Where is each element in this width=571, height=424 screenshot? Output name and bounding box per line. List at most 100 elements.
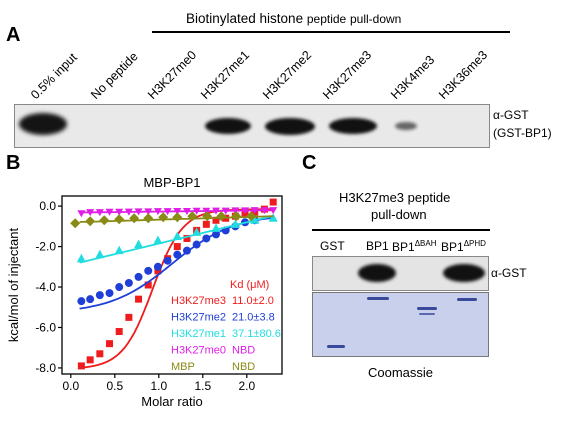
data-point-h3k27me2	[173, 250, 182, 259]
panel-c-western-blot	[312, 256, 489, 291]
gel-band-bp1-dphd	[457, 298, 477, 301]
data-point-h3k27me2	[153, 262, 162, 271]
legend-kd-h3k27me3: 11.0±2.0	[232, 295, 274, 307]
data-point-h3k27me1	[153, 235, 163, 244]
band-input	[19, 113, 67, 135]
data-point-h3k27me0	[250, 207, 259, 215]
data-point-mbp	[158, 212, 169, 223]
data-point-h3k27me0	[163, 208, 172, 216]
band-h3k27me2	[265, 118, 315, 135]
panel-a-blot-label-2: (GST-BP1)	[493, 126, 552, 140]
band-h3k27me1	[205, 118, 251, 134]
panel-c-bracket	[312, 229, 490, 231]
y-tick-label: -8.0	[35, 361, 56, 375]
data-point-h3k27me0	[124, 208, 133, 216]
x-tick-label: 0.5	[106, 379, 123, 393]
plot-frame	[61, 195, 283, 375]
data-point-h3k27me3	[202, 220, 210, 228]
data-point-h3k27me2	[192, 240, 201, 249]
data-point-h3k27me2	[105, 289, 114, 298]
panel-a-blot-label-1: α-GST	[493, 108, 529, 122]
band-c-bp1-dphd	[443, 264, 485, 282]
data-point-h3k27me2	[77, 297, 86, 306]
group-title-main: Biotinylated histone	[186, 11, 304, 26]
data-point-h3k27me1	[211, 223, 221, 232]
panel-c-coomassie-gel	[312, 292, 489, 357]
y-tick-label: -6.0	[35, 320, 56, 334]
data-point-mbp	[143, 213, 154, 224]
data-point-h3k27me1	[114, 245, 124, 255]
data-point-h3k27me2	[86, 295, 95, 304]
panel-a-group-bracket	[152, 31, 510, 33]
lane-bp1-dphd-sup: ΔPHD	[463, 239, 486, 248]
data-point-mbp	[246, 211, 257, 222]
lane-label-h3k27me2: H3K27me2	[260, 47, 315, 102]
chart-title: MBP-BP1	[143, 175, 200, 190]
data-point-h3k27me3	[183, 234, 191, 242]
itc-chart: MBP-BP1 0.0 0.5 1.0 1.5 2.0 0.0 -2.0 -4.0 -6.0 -8.…	[6, 175, 283, 409]
panel-c-blot-label: α-GST	[491, 266, 527, 280]
data-point-mbp	[216, 211, 227, 222]
data-point-h3k27me3	[135, 295, 143, 303]
legend-name-h3k27me1: H3K27me1	[171, 328, 226, 340]
x-axis-label: Molar ratio	[141, 394, 202, 409]
data-point-mbp	[187, 211, 198, 222]
data-point-h3k27me0	[134, 208, 143, 216]
data-point-h3k27me3	[106, 340, 114, 348]
legend-name-h3k27me2: H3K27me2	[171, 312, 226, 324]
lane-label-h3k27me1: H3K27me1	[198, 47, 253, 102]
band-c-bp1	[358, 264, 396, 282]
gel-band-gst	[327, 345, 345, 348]
data-point-h3k27me1	[268, 213, 278, 222]
data-point-h3k27me2	[182, 246, 191, 255]
panel-c-lane-bp1: BP1	[366, 239, 389, 253]
lane-bp1-dphd-base: BP1	[441, 240, 464, 254]
data-point-h3k27me0	[144, 208, 153, 216]
data-point-h3k27me1	[192, 227, 202, 236]
x-tick-label: 0.0	[62, 379, 79, 393]
legend-kd-mbp: NBD	[232, 361, 255, 373]
x-tick-label: 1.0	[150, 379, 167, 393]
data-point-h3k27me1	[250, 215, 260, 224]
panel-c-title-1: H3K27me3 peptide	[339, 190, 451, 205]
data-point-mbp	[129, 213, 140, 224]
data-point-h3k27me0	[173, 207, 182, 215]
data-point-mbp	[70, 218, 81, 229]
data-point-h3k27me0	[260, 207, 269, 215]
data-point-h3k27me0	[115, 208, 124, 216]
data-point-h3k27me3	[115, 328, 123, 336]
data-point-mbp	[172, 212, 183, 223]
y-tick-label: 0.0	[39, 199, 56, 213]
data-point-h3k27me3	[86, 356, 94, 364]
group-title-end: pull-down	[349, 12, 402, 26]
band-h3k27me3	[329, 118, 377, 134]
gel-band-bp1	[367, 297, 389, 300]
legend-header: Kd (μM)	[230, 279, 269, 291]
lane-label-no-peptide: No peptide	[88, 49, 141, 102]
data-point-mbp	[114, 214, 125, 225]
lane-label-h3k27me3: H3K27me3	[320, 47, 375, 102]
data-point-h3k27me3	[173, 243, 181, 251]
data-point-h3k27me0	[192, 207, 201, 215]
data-point-h3k27me0	[221, 207, 230, 215]
lane-label-h3k36me3: H3K36me3	[436, 47, 491, 102]
data-point-h3k27me0	[182, 207, 191, 215]
data-point-h3k27me0	[202, 207, 211, 215]
data-point-h3k27me3	[154, 267, 162, 275]
data-point-h3k27me0	[105, 208, 114, 216]
y-tick-label: -2.0	[35, 240, 56, 254]
data-point-mbp	[99, 215, 110, 226]
data-point-h3k27me1	[134, 239, 144, 249]
panel-a-western-blot	[14, 104, 490, 148]
data-point-h3k27me1	[230, 219, 240, 228]
data-point-h3k27me2	[115, 283, 124, 292]
lane-bp1-dbah-sup: ΔBAH	[414, 239, 437, 248]
data-point-h3k27me2	[212, 230, 220, 239]
legend-name-h3k27me0: H3K27me0	[171, 345, 226, 357]
data-point-h3k27me0	[77, 210, 86, 218]
legend-kd-h3k27me0: NBD	[232, 345, 255, 357]
data-point-h3k27me3	[125, 313, 133, 321]
data-point-h3k27me0	[95, 209, 104, 217]
data-point-mbp	[231, 211, 242, 222]
group-title-peptide: peptide	[306, 12, 347, 26]
